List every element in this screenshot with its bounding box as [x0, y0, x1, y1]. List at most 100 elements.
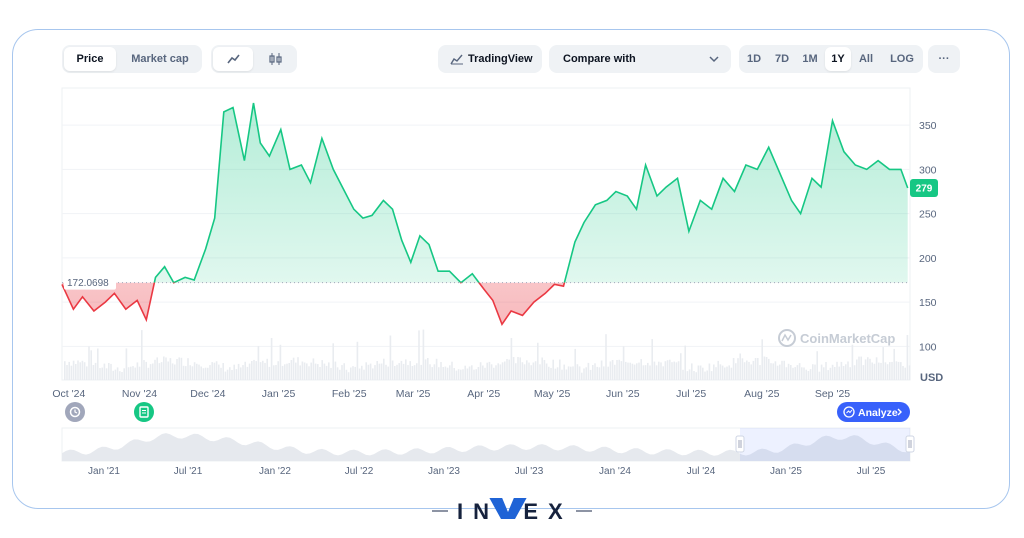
volume-bar: [290, 360, 293, 380]
volume-bar: [187, 358, 189, 380]
volume-bar: [255, 361, 257, 380]
volume-bar: [627, 362, 629, 380]
volume-bar: [497, 363, 499, 380]
volume-bar: [112, 370, 114, 380]
volume-bar: [242, 365, 244, 380]
volume-bar: [805, 369, 807, 380]
navigator-handle-left[interactable]: [735, 435, 745, 453]
volume-bar: [508, 359, 510, 380]
x-tick-label: Jan '25: [262, 388, 296, 400]
volume-bar: [207, 367, 209, 380]
volume-bar: [152, 363, 154, 380]
volume-bar: [680, 353, 682, 380]
volume-bar: [552, 359, 554, 380]
current-price-tag: 279: [910, 178, 938, 197]
volume-bar: [108, 363, 110, 380]
volume-bar: [528, 362, 530, 380]
volume-bar: [97, 348, 99, 380]
volume-bar: [710, 371, 713, 380]
navigator-tick-label: Jul '24: [687, 466, 716, 477]
volume-bar: [198, 364, 200, 380]
volume-bar: [341, 365, 343, 380]
volume-bar: [851, 344, 854, 380]
volume-bar: [169, 358, 172, 380]
volume-bar: [479, 362, 482, 380]
x-tick-label: Jun '25: [606, 388, 640, 400]
volume-bar: [618, 359, 620, 380]
volume-bar: [781, 360, 783, 380]
volume-bar: [860, 356, 862, 380]
volume-bar: [515, 363, 517, 380]
volume-bar: [167, 361, 169, 380]
volume-bar: [519, 357, 521, 380]
volume-bar: [130, 366, 132, 380]
brand-left-text: IN: [457, 499, 499, 524]
volume-bar: [99, 368, 101, 380]
volume-bar: [589, 369, 592, 380]
range-1y[interactable]: 1Y: [825, 47, 851, 71]
history-marker[interactable]: [65, 402, 85, 422]
navigator-handle-right[interactable]: [905, 435, 915, 453]
volume-bar: [374, 365, 376, 380]
volume-bar: [119, 371, 121, 380]
volume-bar: [411, 366, 414, 380]
volume-bar: [90, 350, 92, 380]
range-7d[interactable]: 7D: [774, 53, 790, 65]
volume-bar: [902, 366, 904, 380]
range-log[interactable]: LOG: [890, 53, 914, 65]
volume-bar: [743, 362, 746, 380]
volume-bar: [684, 345, 686, 380]
volume-bar: [486, 362, 488, 380]
volume-bar: [455, 370, 458, 380]
price-line-above: [153, 102, 909, 283]
volume-bar: [649, 365, 651, 380]
volume-bar: [570, 366, 572, 380]
volume-bar: [849, 367, 851, 380]
volume-bar: [563, 364, 565, 380]
range-navigator[interactable]: [61, 427, 915, 462]
baseline-label: 172.0698: [64, 275, 116, 290]
volume-bar: [556, 367, 559, 380]
range-1d[interactable]: 1D: [746, 53, 762, 65]
volume-bar: [400, 360, 403, 380]
invex-brand: IN EX: [0, 486, 1024, 528]
volume-bar: [732, 358, 735, 380]
volume-bar: [741, 358, 744, 380]
tab-market-cap[interactable]: Market cap: [131, 53, 189, 65]
volume-bar: [757, 358, 759, 380]
volume-bar: [268, 366, 271, 380]
volume-bar: [644, 365, 647, 380]
volume-bar: [66, 365, 68, 380]
volume-bar: [484, 367, 486, 380]
range-all[interactable]: All: [858, 53, 874, 65]
analyze-button[interactable]: Analyze: [837, 402, 910, 422]
candlestick-chart-button[interactable]: [255, 47, 295, 71]
y-tick-label: 350: [919, 120, 937, 132]
volume-bar: [264, 362, 266, 380]
range-1m[interactable]: 1M: [802, 53, 818, 65]
volume-bar: [735, 363, 737, 380]
volume-bar: [827, 370, 829, 380]
volume-bar: [328, 362, 330, 380]
volume-bar: [737, 358, 739, 380]
volume-bar: [871, 362, 873, 380]
compare-with-select[interactable]: Compare with: [549, 45, 731, 73]
volume-bar: [220, 367, 222, 380]
navigator-selected-window[interactable]: [740, 428, 910, 461]
volume-bar: [719, 364, 722, 380]
volume-bar: [759, 365, 761, 380]
volume-bar: [816, 351, 818, 380]
volume-bar: [319, 367, 321, 380]
line-chart-button[interactable]: [213, 47, 253, 71]
clock-icon: [69, 406, 81, 418]
volume-bar: [794, 367, 796, 380]
volume-bar: [193, 362, 196, 380]
volume-bar: [792, 367, 794, 380]
tradingview-button[interactable]: TradingView: [438, 45, 542, 73]
news-marker[interactable]: [134, 402, 154, 422]
volume-bar: [790, 365, 792, 380]
volume-bar: [543, 360, 546, 380]
volume-bar: [554, 368, 557, 380]
more-options-button[interactable]: ···: [938, 53, 950, 65]
tab-price[interactable]: Price: [64, 47, 116, 71]
